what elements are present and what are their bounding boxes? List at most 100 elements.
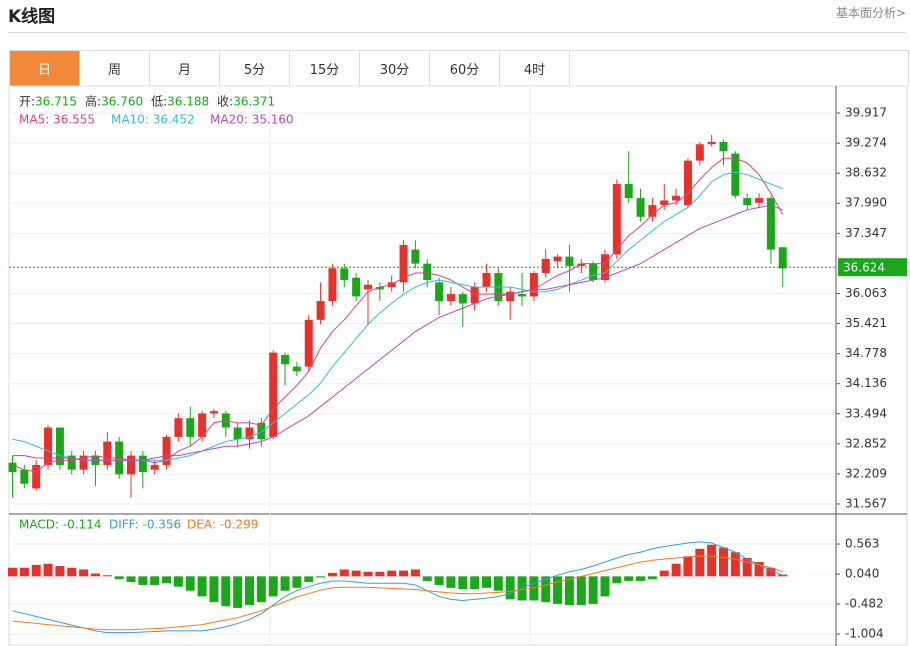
ma-legend: MA10: 36.452: [111, 113, 195, 127]
candle-body: [269, 352, 278, 437]
candle-body: [292, 366, 301, 372]
macd-line: [12, 555, 783, 631]
period-tabs: 日周月 5分 15分 30分 60分 4时: [9, 50, 909, 86]
y-tick-label: 37.347: [845, 226, 887, 240]
candle-body: [340, 268, 349, 281]
macd-legend: DIFF: -0.356: [109, 518, 181, 532]
y-tick-label: 38.632: [845, 166, 887, 180]
candle-body: [399, 244, 408, 283]
macd-bar: [327, 572, 337, 577]
macd-bar: [754, 562, 764, 577]
candle-body: [257, 422, 266, 440]
macd-bar: [79, 569, 89, 577]
macd-bar: [162, 576, 172, 584]
macd-line: [12, 541, 783, 634]
candle-body: [32, 464, 41, 489]
macd-legend: MACD: -0.114: [19, 518, 102, 532]
period-tab[interactable]: 周: [80, 51, 150, 86]
candle-body: [778, 247, 787, 269]
macd-bar: [410, 569, 420, 577]
ma-line: [12, 171, 783, 461]
y-tick-label: -1.004: [845, 627, 884, 641]
candle-body: [695, 144, 704, 161]
candle-body: [162, 436, 171, 465]
macd-bar: [55, 566, 65, 577]
info-value: 36.760: [101, 95, 143, 109]
macd-bar: [233, 576, 243, 608]
macd-bar: [588, 576, 598, 604]
y-tick-label: 32.852: [845, 436, 887, 450]
info-label: 高:: [85, 94, 101, 109]
info-value: 36.371: [233, 95, 275, 109]
y-tick-label: 35.421: [845, 316, 887, 330]
macd-bar: [185, 576, 195, 591]
macd-bar: [553, 576, 563, 604]
macd-bar: [102, 575, 112, 577]
macd-bar: [31, 564, 41, 577]
candle-body: [198, 413, 207, 437]
period-tab[interactable]: 60分: [430, 51, 500, 86]
macd-bar: [292, 576, 302, 588]
macd-bar: [766, 567, 776, 577]
macd-bar: [8, 567, 17, 577]
y-tick-label: 0.040: [845, 567, 879, 581]
period-tab[interactable]: 30分: [360, 51, 430, 86]
macd-bar: [482, 576, 491, 588]
macd-bar: [647, 576, 657, 580]
period-tab[interactable]: 15分: [290, 51, 360, 86]
info-label: 收:: [217, 95, 233, 109]
macd-bar: [695, 548, 705, 577]
period-tab[interactable]: 月: [150, 51, 220, 86]
macd-bar: [304, 576, 314, 583]
candle-body: [470, 287, 479, 304]
y-tick-label: 39.274: [845, 136, 887, 150]
macd-bar: [351, 570, 361, 577]
ma-legend: MA5: 36.555: [19, 113, 95, 127]
macd-bar: [541, 576, 551, 603]
ma-line: [12, 157, 784, 473]
candle-body: [529, 273, 538, 297]
macd-bar: [150, 576, 160, 585]
period-tab[interactable]: 日: [10, 51, 80, 86]
candle-body: [506, 291, 515, 302]
candle-body: [352, 277, 361, 297]
macd-bar: [399, 570, 409, 577]
macd-bar: [742, 557, 752, 577]
candle-body: [731, 153, 740, 196]
macd-bar: [316, 576, 326, 578]
candle-body: [766, 198, 775, 250]
macd-bar: [434, 576, 444, 585]
candle-body: [577, 263, 586, 266]
macd-bar: [636, 576, 646, 581]
period-tab[interactable]: 4时: [500, 51, 570, 86]
macd-bar: [375, 571, 385, 577]
candle-body: [79, 455, 88, 470]
candle-body: [44, 427, 53, 465]
candle-body: [660, 200, 669, 206]
macd-bar: [529, 576, 539, 601]
macd-bar: [221, 576, 231, 607]
candle-body: [174, 418, 183, 437]
candle-body: [8, 462, 17, 473]
macd-bar: [43, 563, 53, 577]
macd-bar: [280, 576, 290, 591]
candle-body: [446, 294, 455, 302]
candle-body: [328, 268, 337, 302]
macd-bar: [707, 544, 717, 577]
candle-body: [707, 141, 716, 145]
macd-bar: [446, 576, 456, 588]
period-tab[interactable]: 5分: [220, 51, 290, 86]
candle-body: [209, 411, 218, 414]
candle-body: [150, 464, 159, 470]
macd-bar: [256, 576, 266, 603]
macd-bar: [624, 576, 634, 581]
candle-body: [719, 141, 728, 152]
candle-body: [138, 455, 147, 473]
fundamental-link[interactable]: 基本面分析>: [835, 6, 906, 20]
candle-body: [411, 249, 420, 264]
ma-line: [12, 204, 783, 461]
candle-body: [281, 354, 290, 365]
candle-body: [518, 294, 527, 297]
macd-bar: [470, 576, 480, 589]
